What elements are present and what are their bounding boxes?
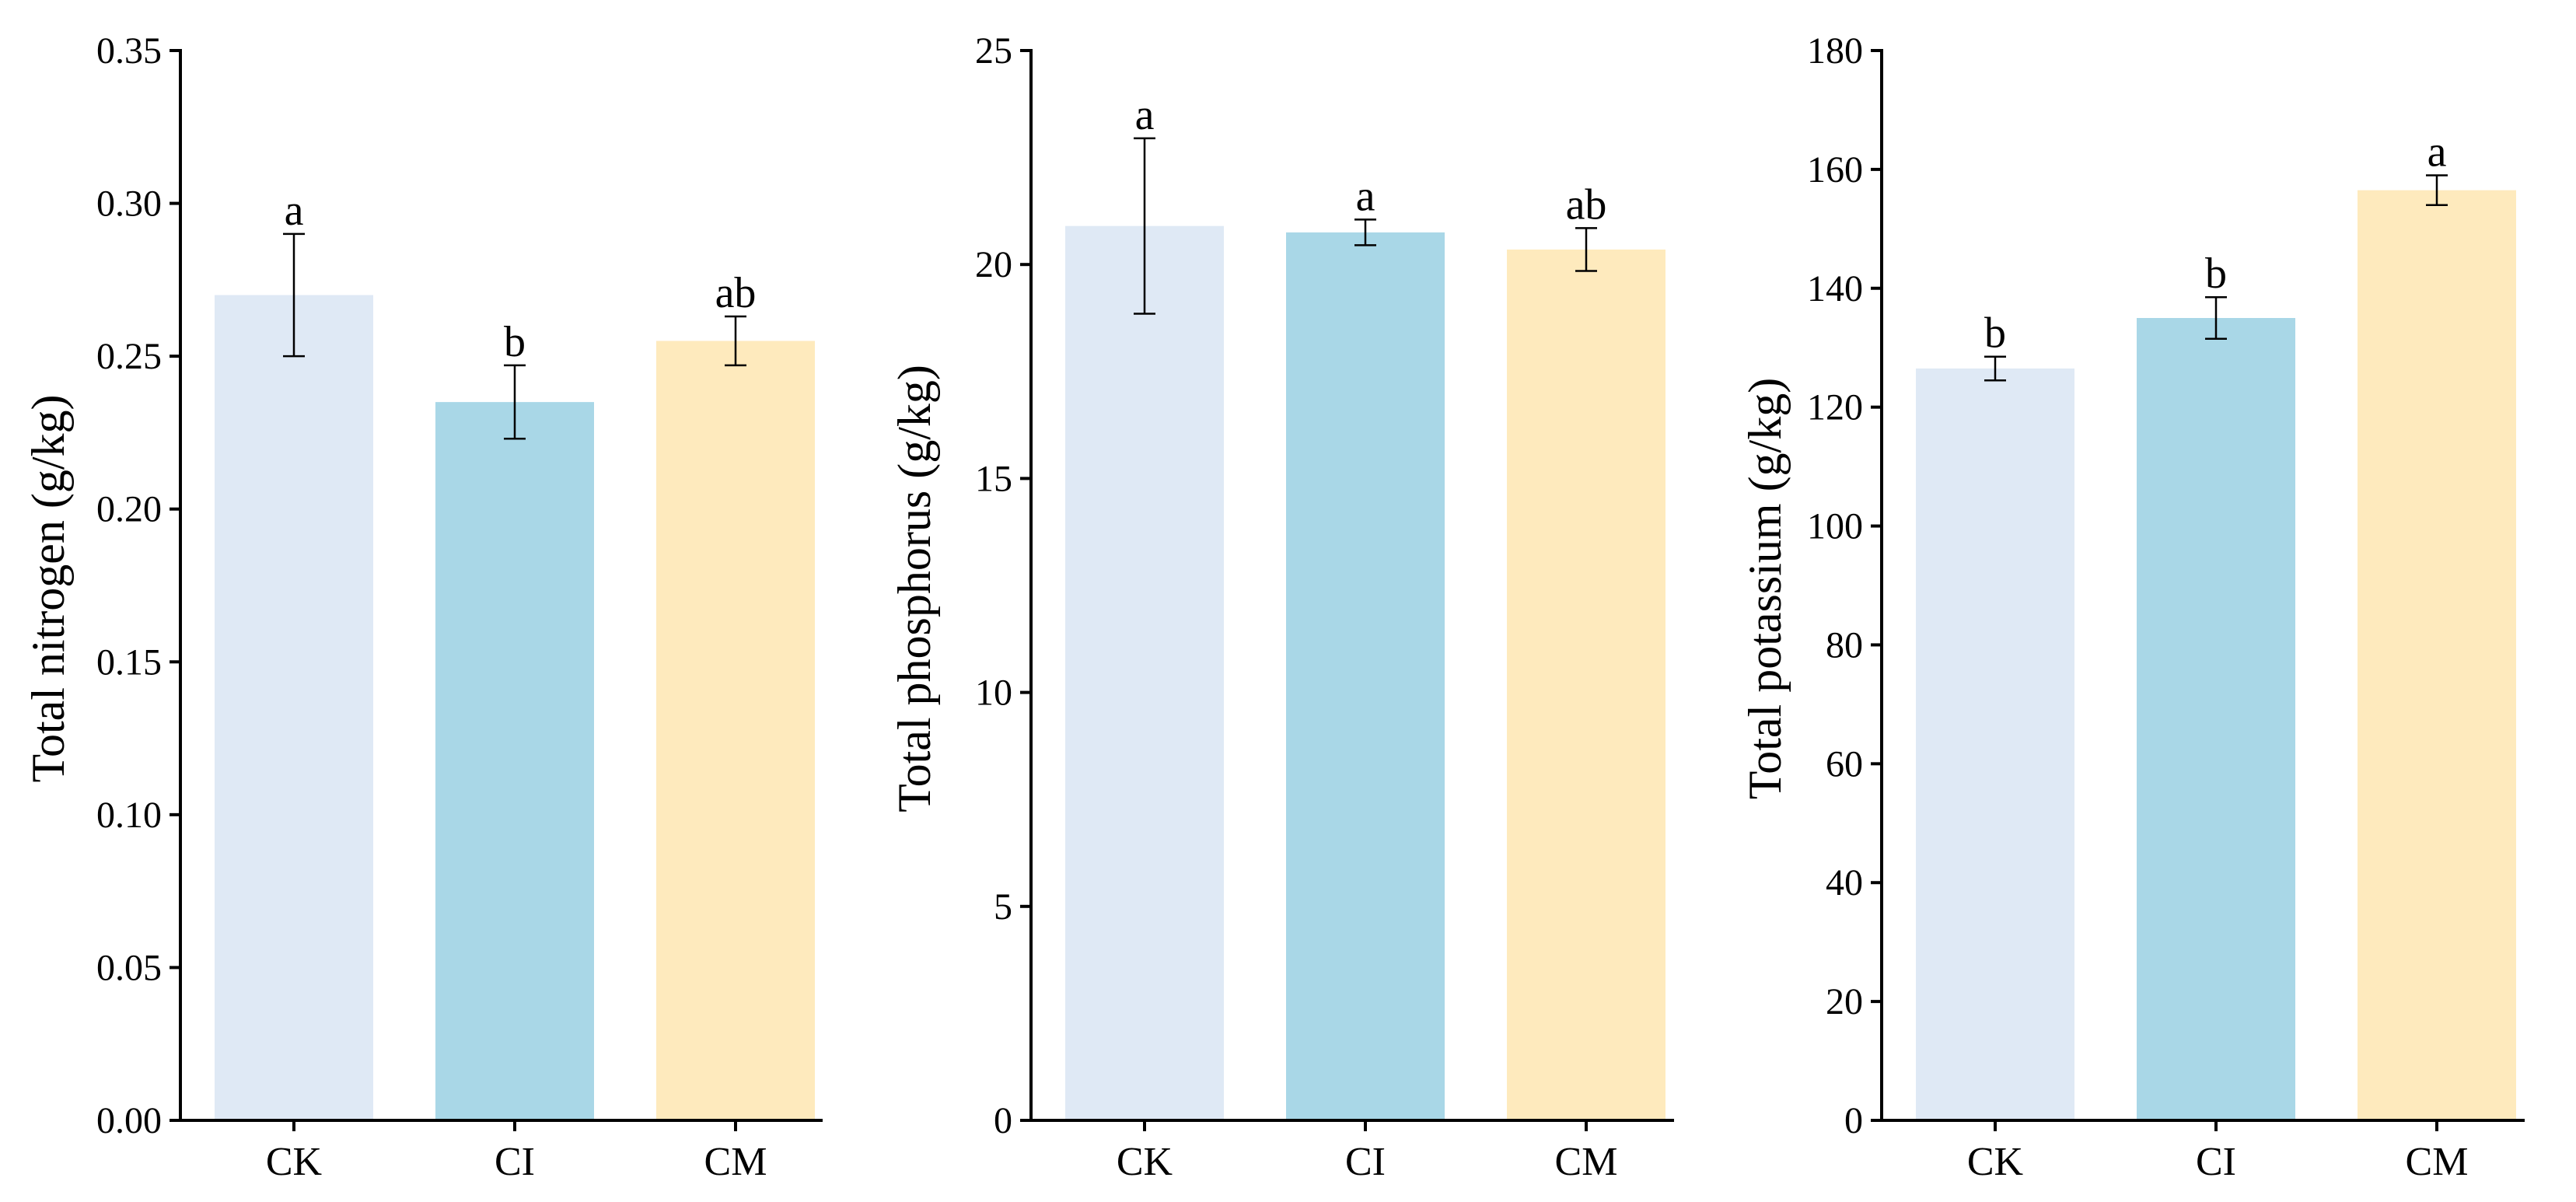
y-tick-label: 0.30	[96, 183, 162, 225]
x-axis-categories: CK CI CM	[266, 1140, 767, 1184]
significance-letters: a b ab	[285, 187, 757, 366]
bar	[1065, 225, 1224, 1120]
significance-letters: a a ab	[1135, 91, 1607, 229]
y-tick-marks	[1871, 49, 2438, 1131]
y-tick-label: 25	[975, 30, 1012, 72]
significance-letter: a	[2427, 128, 2447, 176]
potassium-chart: Total potassium (g/kg) 0 20 40 60 80 100…	[1739, 30, 2525, 1184]
x-category-label: CK	[1117, 1140, 1173, 1184]
y-tick-label: 80	[1826, 624, 1863, 666]
y-tick-label: 0.20	[96, 489, 162, 530]
y-tick-label: 20	[975, 244, 1012, 285]
significance-letter: a	[285, 187, 304, 235]
bars	[215, 295, 815, 1120]
bars	[1916, 190, 2516, 1121]
bar	[1286, 232, 1445, 1120]
y-axis-ticks: 0.00 0.05 0.10 0.15 0.20 0.25 0.30 0.35	[96, 30, 162, 1141]
bar	[1916, 368, 2074, 1120]
x-category-label: CK	[1967, 1140, 2024, 1184]
x-axis-categories: CK CI CM	[1117, 1140, 1618, 1184]
x-category-label: CI	[495, 1140, 535, 1184]
significance-letter: b	[1984, 309, 2006, 358]
x-axis-categories: CK CI CM	[1967, 1140, 2469, 1184]
bar	[435, 402, 594, 1120]
bar	[215, 295, 373, 1120]
x-category-label: CI	[1345, 1140, 1386, 1184]
y-tick-label: 140	[1807, 268, 1863, 309]
y-tick-label: 180	[1807, 30, 1863, 72]
phosphorus-chart: Total phosphorus (g/kg) 0 5 10 15 20 25 …	[889, 30, 1674, 1184]
y-tick-label: 0	[1844, 1100, 1863, 1141]
y-tick-marks	[170, 49, 737, 1131]
significance-letter: b	[504, 318, 526, 366]
y-tick-label: 100	[1807, 506, 1863, 547]
y-tick-marks	[1020, 49, 1588, 1131]
x-category-label: CM	[2406, 1140, 2469, 1184]
y-tick-label: 0.05	[96, 947, 162, 988]
significance-letter: a	[1356, 172, 1375, 220]
bars	[1065, 225, 1665, 1120]
y-tick-label: 0.25	[96, 336, 162, 377]
bar	[2137, 318, 2295, 1120]
error-bars	[1134, 137, 1597, 315]
y-tick-label: 5	[994, 886, 1012, 928]
significance-letter: a	[1135, 91, 1155, 139]
y-tick-label: 0	[994, 1100, 1012, 1141]
y-axis-ticks: 0 20 40 60 80 100 120 140 160 180	[1807, 30, 1863, 1141]
y-tick-label: 10	[975, 673, 1012, 714]
y-tick-label: 40	[1826, 862, 1863, 903]
bar	[1507, 249, 1665, 1120]
y-axis-ticks: 0 5 10 15 20 25	[975, 30, 1012, 1141]
y-tick-label: 160	[1807, 149, 1863, 190]
y-tick-label: 120	[1807, 387, 1863, 428]
y-tick-label: 60	[1826, 743, 1863, 784]
y-tick-label: 0.10	[96, 795, 162, 836]
significance-letter: ab	[1566, 180, 1607, 229]
y-tick-label: 0.15	[96, 641, 162, 683]
y-axis-title: Total potassium (g/kg)	[1739, 378, 1791, 799]
y-tick-label: 0.00	[96, 1100, 162, 1141]
error-bars	[283, 232, 746, 440]
y-axis-title: Total phosphorus (g/kg)	[889, 365, 940, 812]
x-category-label: CM	[704, 1140, 767, 1184]
y-tick-label: 0.35	[96, 30, 162, 72]
x-category-label: CM	[1555, 1140, 1618, 1184]
error-bars	[1984, 174, 2448, 382]
y-axis-title: Total nitrogen (g/kg)	[23, 394, 74, 782]
bar	[656, 341, 815, 1120]
significance-letter: b	[2205, 250, 2227, 298]
bar	[2358, 190, 2516, 1121]
x-category-label: CK	[266, 1140, 323, 1184]
significance-letter: ab	[715, 269, 757, 317]
y-tick-label: 15	[975, 458, 1012, 499]
significance-letters: b b a	[1984, 128, 2447, 358]
nitrogen-chart: Total nitrogen (g/kg) 0.00 0.05 0.10 0.1…	[23, 30, 823, 1184]
x-category-label: CI	[2196, 1140, 2236, 1184]
y-tick-label: 20	[1826, 981, 1863, 1022]
